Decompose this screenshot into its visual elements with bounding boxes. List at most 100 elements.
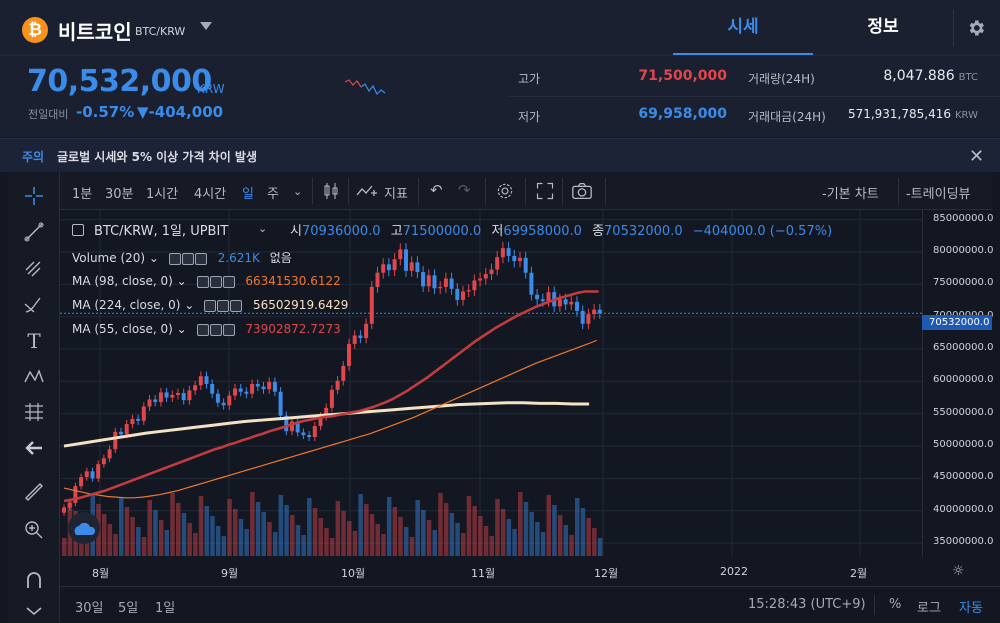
volume-bar [204, 506, 209, 556]
indicator-ma55[interactable]: MA (55, close, 0) ⌄ 73902872.7273 [72, 322, 341, 336]
brush-icon[interactable] [21, 292, 47, 318]
indicator-controls[interactable] [168, 251, 208, 265]
text-tool-icon[interactable]: T [27, 329, 41, 353]
log-toggle[interactable]: 로그 [917, 601, 941, 616]
chevron-down-icon[interactable]: ⌄ [176, 274, 187, 288]
interval-30m[interactable]: 30분 [105, 187, 134, 202]
ruler-icon[interactable] [21, 480, 47, 506]
volume-bar [101, 514, 107, 556]
range-5d[interactable]: 5일 [118, 601, 139, 616]
indicator-volume[interactable]: Volume (20) ⌄ 2.621K 없음 [72, 249, 292, 266]
volume-bar [124, 507, 130, 556]
indicator-ma224[interactable]: MA (224, close, 0) ⌄ 56502919.6429 [72, 298, 348, 312]
candle-body [421, 272, 426, 287]
candle-body [307, 435, 312, 438]
close-icon[interactable]: ✕ [969, 146, 985, 167]
pitchfork-icon[interactable] [21, 256, 47, 282]
candle-body [426, 275, 431, 287]
price-chart[interactable] [60, 210, 922, 556]
candle-body [124, 424, 129, 435]
chevron-down-icon[interactable]: ⌄ [184, 298, 195, 312]
eye-icon[interactable] [168, 252, 181, 265]
candle-body [107, 449, 112, 459]
indicator-controls[interactable] [204, 298, 243, 312]
gear-icon[interactable] [966, 18, 986, 38]
close-icon[interactable] [222, 275, 235, 288]
basic-chart-button[interactable]: -기본 차트 [822, 187, 879, 202]
candle-body [586, 314, 591, 324]
magnet-icon[interactable] [21, 568, 47, 594]
camera-icon[interactable] [571, 181, 593, 201]
settings-icon[interactable]: ☼ [952, 563, 965, 579]
volume-bar [352, 531, 358, 556]
tradingview-button[interactable]: -트레이딩뷰 [906, 187, 971, 202]
settings-icon[interactable] [495, 181, 515, 201]
tab-quote[interactable]: 시세 [673, 0, 813, 55]
toolbar-divider [485, 178, 486, 204]
crosshair-icon[interactable] [21, 184, 47, 210]
auto-toggle[interactable]: 자동 [959, 601, 983, 616]
indicator-ma98[interactable]: MA (98, close, 0) ⌄ 66341530.6122 [72, 274, 341, 288]
interval-1h[interactable]: 1시간 [146, 187, 179, 202]
range-1d[interactable]: 1일 [155, 601, 176, 616]
volume-bar [147, 500, 152, 556]
zoom-in-icon[interactable] [21, 518, 47, 544]
pattern-icon[interactable] [21, 364, 47, 390]
indicator-controls[interactable] [196, 274, 236, 288]
trend-line-icon[interactable] [21, 220, 47, 246]
candlestick-icon[interactable] [323, 181, 339, 201]
volume-bar [233, 509, 238, 556]
candle-body [250, 383, 255, 394]
high-value: 71500000.0 [402, 224, 482, 239]
candle-body [84, 471, 89, 478]
price-axis[interactable]: 85000000.080000000.075000000.070000000.0… [922, 210, 993, 556]
volume-bar [552, 505, 557, 556]
interval-1m[interactable]: 1분 [72, 187, 93, 202]
indicator-button[interactable]: 지표 [384, 187, 408, 202]
chevron-down-icon[interactable] [200, 22, 212, 30]
prediction-icon[interactable] [21, 400, 47, 426]
fullscreen-icon[interactable] [535, 181, 555, 201]
candle-body [215, 393, 220, 403]
coin-name[interactable]: 비트코인 [58, 20, 132, 44]
eye-icon[interactable] [204, 299, 217, 312]
coin-pair[interactable]: BTC/KRW [135, 25, 186, 38]
expand-icon[interactable] [21, 600, 47, 623]
eye-icon[interactable] [196, 323, 209, 336]
chevron-down-icon[interactable]: ⌄ [293, 185, 303, 198]
volume-bar [307, 498, 312, 556]
gear-icon[interactable] [209, 323, 222, 336]
redo-icon[interactable]: ↷ [458, 181, 471, 199]
interval-1w[interactable]: 주 [267, 187, 279, 202]
gear-icon[interactable] [209, 275, 222, 288]
close-icon[interactable] [230, 299, 243, 312]
indicator-icon[interactable] [356, 181, 380, 201]
collapse-legend-icon[interactable] [72, 224, 84, 236]
eye-icon[interactable] [196, 275, 209, 288]
gear-icon[interactable] [217, 299, 230, 312]
percent-toggle[interactable]: % [889, 597, 902, 612]
chevron-down-icon[interactable]: ⌄ [148, 251, 159, 265]
close-icon[interactable] [222, 323, 235, 336]
tradingview-logo[interactable] [68, 512, 100, 544]
close-value: 70532000.0 [604, 224, 683, 239]
chevron-down-icon[interactable]: ⌄ [258, 222, 268, 235]
interval-4h[interactable]: 4시간 [194, 187, 227, 202]
volume-bar [597, 538, 603, 556]
volume-bar [421, 510, 426, 556]
indicator-controls[interactable] [196, 322, 236, 336]
low-value: 69,958,000 [638, 106, 727, 122]
range-30d[interactable]: 30일 [75, 601, 104, 616]
close-icon[interactable] [194, 252, 207, 265]
bottom-bar: 30일 5일 1일 15:28:43 (UTC+9) % 로그 자동 [60, 586, 1000, 623]
chart-toolbar: 1분 30분 1시간 4시간 일 주 ⌄ 지표 ↶ ↷ -기본 차트 -트레이딩… [60, 172, 992, 210]
tab-info[interactable]: 정보 [867, 17, 899, 37]
volume-unit: BTC [958, 72, 978, 83]
undo-icon[interactable]: ↶ [430, 181, 443, 199]
chevron-down-icon[interactable]: ⌄ [176, 322, 187, 336]
volume-bar [62, 538, 67, 556]
gear-icon[interactable] [181, 252, 194, 265]
volume-bar [107, 524, 113, 556]
arrow-left-icon[interactable] [21, 436, 47, 462]
interval-1d[interactable]: 일 [242, 187, 254, 202]
